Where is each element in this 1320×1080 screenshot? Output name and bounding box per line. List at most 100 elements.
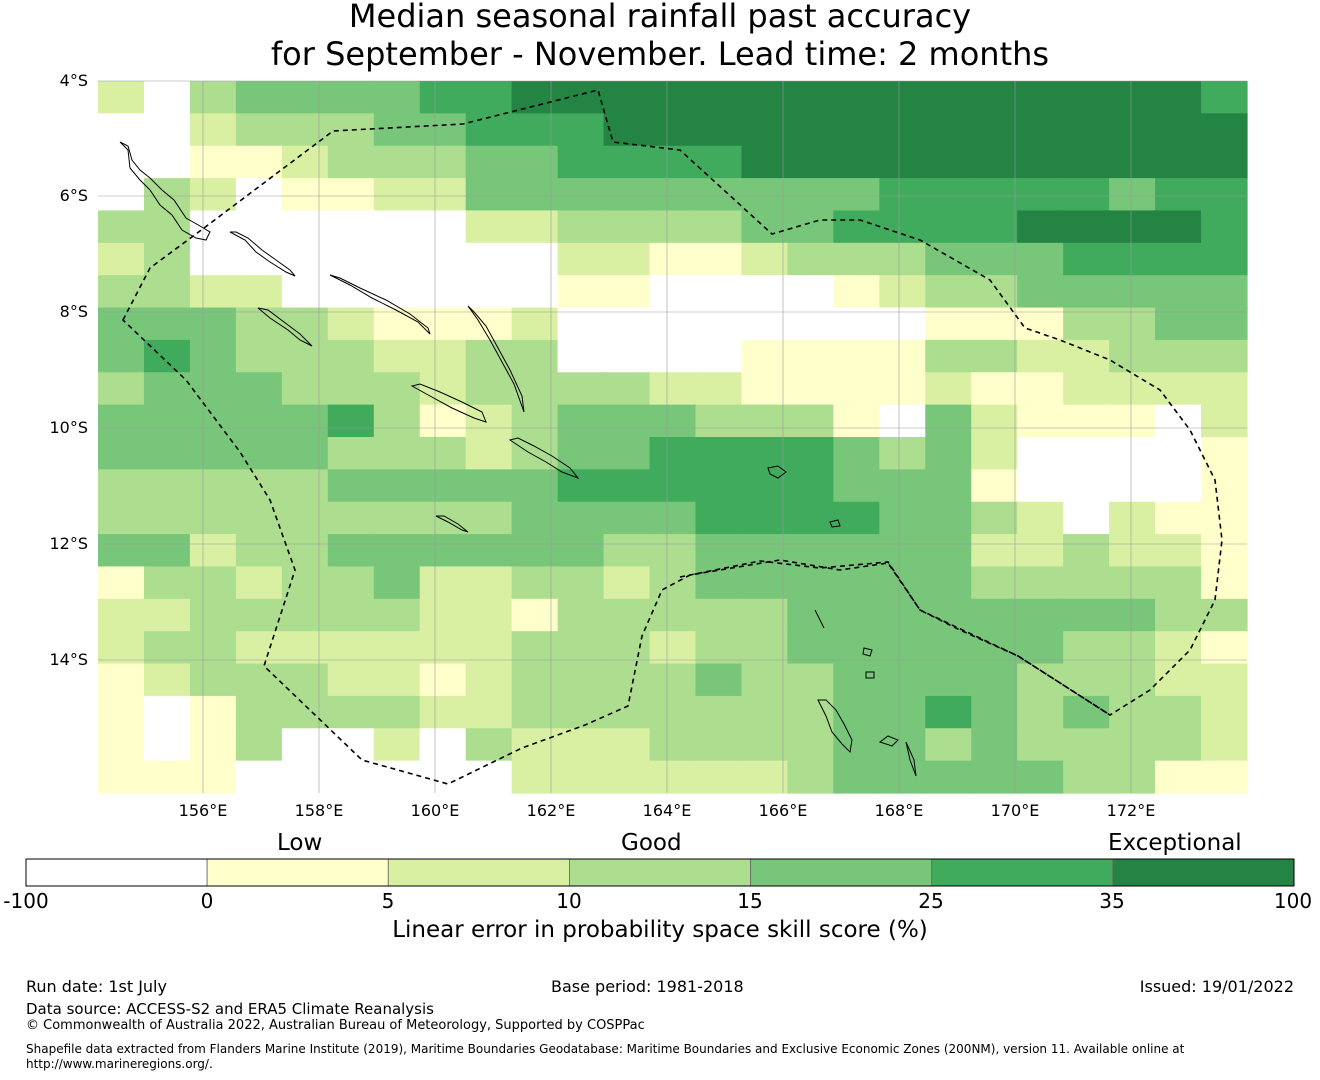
skill-cell: [649, 760, 697, 794]
skill-cell: [1063, 534, 1110, 568]
skill-cell: [1063, 145, 1110, 179]
lat-label: 8°S: [59, 302, 88, 321]
skill-cell: [787, 534, 834, 568]
skill-cell: [787, 113, 834, 147]
lon-label: 158°E: [294, 801, 344, 820]
skill-cell: [419, 534, 467, 568]
skill-cell: [235, 501, 283, 535]
skill-cell: [235, 275, 283, 309]
skill-cell: [695, 501, 743, 535]
skill-cell: [787, 663, 834, 697]
skill-cell: [603, 339, 651, 373]
skill-cell: [1201, 437, 1248, 470]
island-choiseul: [229, 231, 296, 277]
skill-cell: [557, 728, 605, 762]
skill-cell: [787, 307, 834, 341]
skill-cell: [327, 663, 375, 697]
skill-cell: [511, 242, 559, 276]
skill-cell: [925, 404, 972, 438]
skill-cell: [603, 663, 651, 697]
skill-cell: [787, 631, 834, 665]
skill-cell: [833, 437, 880, 470]
skill-cell: [327, 145, 375, 179]
skill-cell: [143, 501, 191, 535]
data-source: Data source: ACCESS-S2 and ERA5 Climate …: [26, 1000, 434, 1018]
skill-cell: [189, 631, 237, 665]
skill-cell: [1201, 566, 1248, 600]
skill-cell: [603, 631, 651, 665]
skill-cell: [649, 728, 697, 762]
skill-cell: [879, 372, 926, 406]
skill-cell: [373, 210, 421, 244]
skill-cell: [1017, 307, 1064, 341]
skill-cell: [557, 598, 605, 632]
skill-cell: [741, 598, 788, 632]
colorbar: [25, 858, 1295, 887]
skill-cell: [1109, 145, 1156, 179]
skill-cell: [373, 760, 421, 794]
skill-cell: [971, 81, 1018, 114]
skill-cell: [373, 145, 421, 179]
skill-cell: [281, 178, 329, 212]
skill-cell: [1109, 760, 1156, 794]
skill-cell: [189, 469, 237, 503]
skill-cell: [1017, 145, 1064, 179]
skill-cell: [373, 598, 421, 632]
skill-cell: [557, 178, 605, 212]
skill-cell: [925, 178, 972, 212]
skill-cell: [511, 178, 559, 212]
skill-cell: [1063, 695, 1110, 729]
skill-cell: [649, 631, 697, 665]
skill-cell: [695, 210, 743, 244]
skill-cell: [235, 372, 283, 406]
skill-cell: [879, 178, 926, 212]
skill-cell: [235, 339, 283, 373]
skill-cell: [649, 501, 697, 535]
colorbar-label: Linear error in probability space skill …: [392, 917, 928, 943]
skill-cell: [327, 210, 375, 244]
island-small-b: [829, 519, 841, 528]
skill-cell: [879, 145, 926, 179]
skill-cell: [189, 501, 237, 535]
skill-cell: [1201, 210, 1248, 244]
skill-cell: [1063, 469, 1110, 503]
skill-cell: [833, 534, 880, 568]
skill-cell: [143, 534, 191, 568]
skill-cell: [327, 728, 375, 762]
skill-cell: [1017, 728, 1064, 762]
skill-cell: [465, 437, 513, 470]
skill-cell: [1155, 275, 1202, 309]
skill-cell: [327, 469, 375, 503]
skill-cell: [189, 339, 237, 373]
skill-cell: [787, 695, 834, 729]
skill-cell: [419, 113, 467, 147]
skill-cell: [603, 695, 651, 729]
skill-cell: [649, 437, 697, 470]
skill-cell: [1017, 598, 1064, 632]
skill-cell: [1109, 81, 1156, 114]
skill-cell: [281, 242, 329, 276]
skill-cell: [143, 663, 191, 697]
skill-cell: [741, 501, 788, 535]
skill-cell: [235, 404, 283, 438]
skill-cell: [511, 663, 559, 697]
skill-cell: [373, 178, 421, 212]
skill-cell: [925, 210, 972, 244]
skill-cell: [327, 339, 375, 373]
skill-cell: [373, 437, 421, 470]
skill-cell: [511, 598, 559, 632]
skill-cell: [695, 566, 743, 600]
skill-cell: [235, 437, 283, 470]
skill-cell: [511, 760, 559, 794]
skill-cell: [695, 695, 743, 729]
skill-cell: [649, 81, 697, 114]
skill-cell: [971, 728, 1018, 762]
skill-cell: [189, 404, 237, 438]
island-malaita: [467, 305, 525, 413]
skill-cell: [1063, 663, 1110, 697]
skill-cell: [833, 81, 880, 114]
skill-cell: [833, 760, 880, 794]
skill-cell: [557, 760, 605, 794]
skill-cell: [603, 372, 651, 406]
